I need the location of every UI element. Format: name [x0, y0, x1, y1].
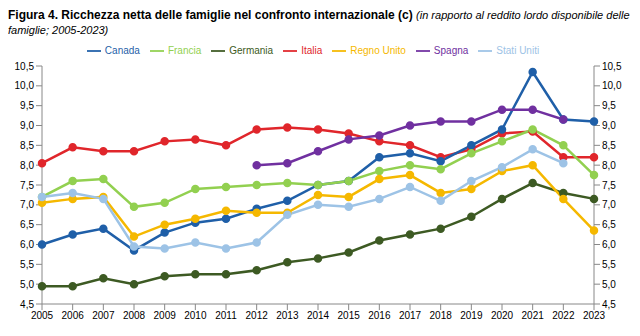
svg-text:9,5: 9,5	[20, 100, 34, 111]
svg-text:2009: 2009	[154, 310, 177, 321]
svg-text:6,5: 6,5	[20, 219, 34, 230]
svg-text:7,5: 7,5	[602, 180, 616, 191]
svg-text:10,0: 10,0	[602, 80, 622, 91]
svg-text:2021: 2021	[522, 310, 545, 321]
svg-text:2015: 2015	[338, 310, 361, 321]
svg-text:8,5: 8,5	[602, 140, 616, 151]
svg-text:2020: 2020	[491, 310, 514, 321]
svg-text:4,5: 4,5	[602, 299, 616, 310]
svg-text:2006: 2006	[62, 310, 85, 321]
svg-text:2023: 2023	[583, 310, 606, 321]
svg-text:6,0: 6,0	[602, 239, 616, 250]
svg-text:5,0: 5,0	[20, 279, 34, 290]
svg-text:7,0: 7,0	[602, 199, 616, 210]
svg-text:5,0: 5,0	[602, 279, 616, 290]
svg-text:2017: 2017	[399, 310, 422, 321]
svg-text:8,5: 8,5	[20, 140, 34, 151]
svg-text:9,0: 9,0	[602, 120, 616, 131]
svg-text:2005: 2005	[31, 310, 54, 321]
svg-text:10,0: 10,0	[15, 80, 35, 91]
svg-text:2016: 2016	[368, 310, 391, 321]
svg-text:6,5: 6,5	[602, 219, 616, 230]
html-text:Canada: Canada	[104, 44, 140, 56]
html-text:Regno Unito: Regno Unito	[350, 44, 406, 56]
svg-text:2008: 2008	[123, 310, 146, 321]
svg-text:7,0: 7,0	[20, 199, 34, 210]
svg-text:2007: 2007	[92, 310, 115, 321]
svg-text:8,0: 8,0	[20, 160, 34, 171]
html-text:Stati Uniti: Stati Uniti	[496, 44, 540, 56]
html-text:Francia: Francia	[167, 44, 202, 56]
html-text:Spagna: Spagna	[433, 44, 469, 56]
svg-text:2010: 2010	[184, 310, 207, 321]
svg-text:2018: 2018	[430, 310, 453, 321]
svg-text:8,0: 8,0	[602, 160, 616, 171]
svg-text:5,5: 5,5	[602, 259, 616, 270]
svg-text:5,5: 5,5	[20, 259, 34, 270]
html-text:Figura 4. Ricchezza netta dell: Figura 4. Ricchezza netta delle famiglie…	[8, 8, 630, 36]
svg-text:7,5: 7,5	[20, 180, 34, 191]
svg-text:2019: 2019	[460, 310, 483, 321]
svg-text:2022: 2022	[552, 310, 575, 321]
svg-text:2014: 2014	[307, 310, 330, 321]
svg-text:2012: 2012	[246, 310, 269, 321]
html-text:Germania: Germania	[229, 44, 274, 56]
svg-text:9,0: 9,0	[20, 120, 34, 131]
svg-text:10,5: 10,5	[15, 61, 35, 72]
svg-text:2013: 2013	[276, 310, 299, 321]
svg-text:2011: 2011	[215, 310, 237, 321]
svg-text:4,5: 4,5	[20, 299, 34, 310]
svg-text:6,0: 6,0	[20, 239, 34, 250]
svg-text:10,5: 10,5	[602, 61, 622, 72]
svg-text:9,5: 9,5	[602, 100, 616, 111]
html-text:Italia: Italia	[301, 44, 323, 56]
